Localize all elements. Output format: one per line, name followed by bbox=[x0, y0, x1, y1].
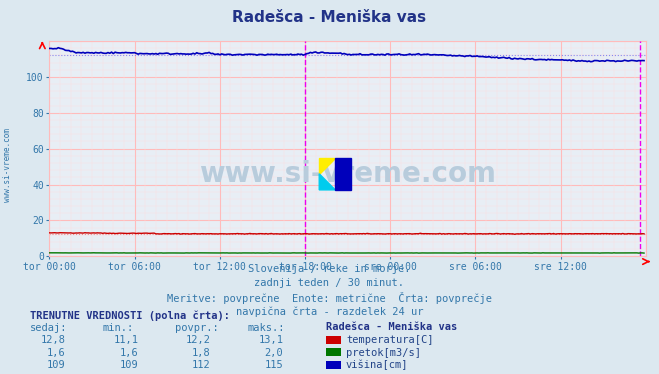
Text: maks.:: maks.: bbox=[247, 323, 285, 333]
Text: 12,8: 12,8 bbox=[41, 335, 66, 345]
Text: Radešca - Meniška vas: Radešca - Meniška vas bbox=[326, 322, 457, 332]
Text: 11,1: 11,1 bbox=[113, 335, 138, 345]
Text: 1,8: 1,8 bbox=[192, 348, 211, 358]
Text: 115: 115 bbox=[265, 360, 283, 370]
Text: 12,2: 12,2 bbox=[186, 335, 211, 345]
Text: 112: 112 bbox=[192, 360, 211, 370]
Polygon shape bbox=[319, 157, 335, 174]
Text: Slovenija / reke in morje.: Slovenija / reke in morje. bbox=[248, 264, 411, 274]
Text: 13,1: 13,1 bbox=[258, 335, 283, 345]
Text: temperatura[C]: temperatura[C] bbox=[346, 335, 434, 345]
Text: www.si-vreme.com: www.si-vreme.com bbox=[3, 128, 13, 202]
Text: 1,6: 1,6 bbox=[47, 348, 66, 358]
Text: min.:: min.: bbox=[102, 323, 133, 333]
Text: pretok[m3/s]: pretok[m3/s] bbox=[346, 348, 421, 358]
Text: TRENUTNE VREDNOSTI (polna črta):: TRENUTNE VREDNOSTI (polna črta): bbox=[30, 310, 229, 321]
Text: 109: 109 bbox=[47, 360, 66, 370]
Text: navpična črta - razdelek 24 ur: navpična črta - razdelek 24 ur bbox=[236, 306, 423, 317]
Polygon shape bbox=[335, 157, 351, 190]
Text: 1,6: 1,6 bbox=[120, 348, 138, 358]
Text: višina[cm]: višina[cm] bbox=[346, 360, 409, 370]
Text: zadnji teden / 30 minut.: zadnji teden / 30 minut. bbox=[254, 278, 405, 288]
Text: www.si-vreme.com: www.si-vreme.com bbox=[199, 160, 496, 188]
Text: 2,0: 2,0 bbox=[265, 348, 283, 358]
Polygon shape bbox=[319, 174, 335, 190]
Text: povpr.:: povpr.: bbox=[175, 323, 218, 333]
Text: Radešca - Meniška vas: Radešca - Meniška vas bbox=[233, 10, 426, 25]
Text: 109: 109 bbox=[120, 360, 138, 370]
Text: sedaj:: sedaj: bbox=[30, 323, 67, 333]
Text: Meritve: povprečne  Enote: metrične  Črta: povprečje: Meritve: povprečne Enote: metrične Črta:… bbox=[167, 292, 492, 304]
